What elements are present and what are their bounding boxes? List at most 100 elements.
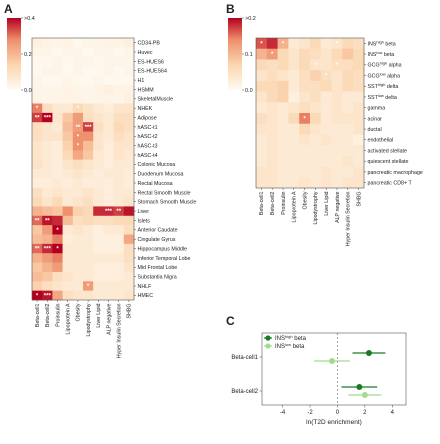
heatmap-cell xyxy=(277,38,289,50)
row-label-ductal: ductal xyxy=(368,127,382,133)
heatmap-cell xyxy=(83,262,94,273)
heatmap-cell xyxy=(277,59,289,71)
heatmap-cell xyxy=(103,262,114,273)
heatmap-cell xyxy=(83,187,94,198)
panel-label-a: A xyxy=(4,2,13,16)
heatmap-cell xyxy=(83,215,94,226)
heatmap-cell xyxy=(113,169,125,179)
heatmap-cell xyxy=(72,112,84,123)
heatmap-cell xyxy=(52,47,63,58)
legend-marker xyxy=(265,335,271,341)
heatmap-cell xyxy=(277,123,289,135)
heatmap-cell xyxy=(288,38,300,50)
heatmap-cell xyxy=(83,56,94,67)
row-label-nhlf: NHLF xyxy=(138,284,153,290)
row-label-cd34-pb: CD34-PB xyxy=(138,41,161,47)
heatmap-cell xyxy=(103,281,114,291)
heatmap-cell xyxy=(72,140,84,151)
heatmap-cell xyxy=(113,47,125,58)
significance-marker: * xyxy=(87,284,90,290)
colorbar xyxy=(7,18,21,90)
heatmap-cell xyxy=(52,84,63,95)
heatmap-cell xyxy=(353,177,365,189)
heatmap-cell xyxy=(62,178,74,189)
heatmap-cell xyxy=(93,94,104,104)
heatmap-cell xyxy=(353,134,365,146)
heatmap-cell xyxy=(123,112,135,123)
heatmap-cell xyxy=(342,102,354,114)
y-tick-label-beta-cell1: Beta-cell1 xyxy=(231,355,258,361)
heatmap-cell xyxy=(32,169,43,179)
heatmap-cell xyxy=(52,140,63,151)
heatmap-cell xyxy=(256,123,268,135)
heatmap-cell xyxy=(277,134,289,146)
heatmap-cell xyxy=(42,234,53,245)
heatmap-cell xyxy=(288,166,300,178)
heatmap-cell xyxy=(93,47,104,58)
heatmap-cell xyxy=(72,187,84,198)
heatmap-cell xyxy=(331,102,343,114)
heatmap-cell xyxy=(32,215,43,226)
heatmap-cell xyxy=(256,80,268,92)
heatmap-cell xyxy=(310,48,322,60)
row-label-hasc-t4: hASC-t4 xyxy=(138,153,158,159)
heatmap-cell xyxy=(266,59,278,71)
heatmap-cell xyxy=(331,91,343,103)
heatmap-cell xyxy=(277,113,289,125)
plot-frame xyxy=(261,332,407,406)
heatmap-cell xyxy=(113,150,125,160)
row-label-hasc-t1: hASC-t1 xyxy=(138,125,158,131)
heatmap-cell xyxy=(331,145,343,157)
heatmap-cell xyxy=(113,131,125,142)
heatmap-cell xyxy=(83,94,94,104)
heatmap-cell xyxy=(93,84,104,95)
heatmap-cell xyxy=(52,290,63,301)
heatmap-cell xyxy=(299,145,311,157)
heatmap-cell xyxy=(299,177,311,189)
heatmap-cell xyxy=(83,103,94,114)
row-label-rectal-smooth-muscle: Rectal Smooth Muscle xyxy=(138,190,191,196)
heatmap-cell xyxy=(123,281,135,291)
significance-marker: ** xyxy=(35,116,40,122)
heatmap-cell xyxy=(113,178,125,189)
significance-marker: * xyxy=(36,293,39,299)
heatmap-cell xyxy=(62,122,74,132)
heatmap-cell xyxy=(62,66,74,76)
heatmap-cell xyxy=(123,38,135,48)
row-label-ins-low-beta: INSlow beta xyxy=(368,50,395,58)
heatmap-cell xyxy=(320,102,332,114)
heatmap-cell xyxy=(320,123,332,135)
heatmap-cell xyxy=(93,140,104,151)
heatmap-cell xyxy=(320,48,332,60)
row-label-liver: Liver xyxy=(138,209,150,215)
row-label-gcg-low-alpha: GCGlow alpha xyxy=(368,71,401,79)
row-label-huvec: Huvec xyxy=(138,50,153,56)
legend-label: INSlow beta xyxy=(275,342,305,350)
column-label-lipoprotein-a: Lipoprotein A xyxy=(66,303,72,334)
heatmap-cell xyxy=(62,75,74,86)
heatmap-cell xyxy=(353,59,365,71)
x-axis-label: ln(T2D enrichment) xyxy=(306,419,362,426)
heatmap-cell xyxy=(288,91,300,103)
heatmap-cell xyxy=(93,150,104,160)
heatmap-cell xyxy=(288,145,300,157)
x-tick-label: 0 xyxy=(336,410,340,416)
heatmap-cell xyxy=(310,91,322,103)
column-label-alp-negative: ALP negative xyxy=(335,191,341,222)
x-tick-label: -4 xyxy=(280,410,286,416)
heatmap-cell xyxy=(103,159,114,170)
heatmap-cell xyxy=(42,122,53,132)
row-label-quiescent-stellate: quiescent stellate xyxy=(368,159,409,165)
heatmap-cell xyxy=(72,66,84,76)
heatmap-cell xyxy=(83,206,94,217)
heatmap-cell xyxy=(299,166,311,178)
heatmap-cell xyxy=(42,84,53,95)
heatmap-cell xyxy=(103,75,114,86)
heatmap-cell xyxy=(32,159,43,170)
heatmap-cell xyxy=(310,155,322,167)
row-label-stomach-smooth-muscle: Stomach Smooth Muscle xyxy=(138,200,197,206)
row-label-islets: Islets xyxy=(138,218,151,224)
heatmap-cell xyxy=(103,103,114,114)
heatmap-cell xyxy=(83,150,94,160)
heatmap-cell xyxy=(83,131,94,142)
